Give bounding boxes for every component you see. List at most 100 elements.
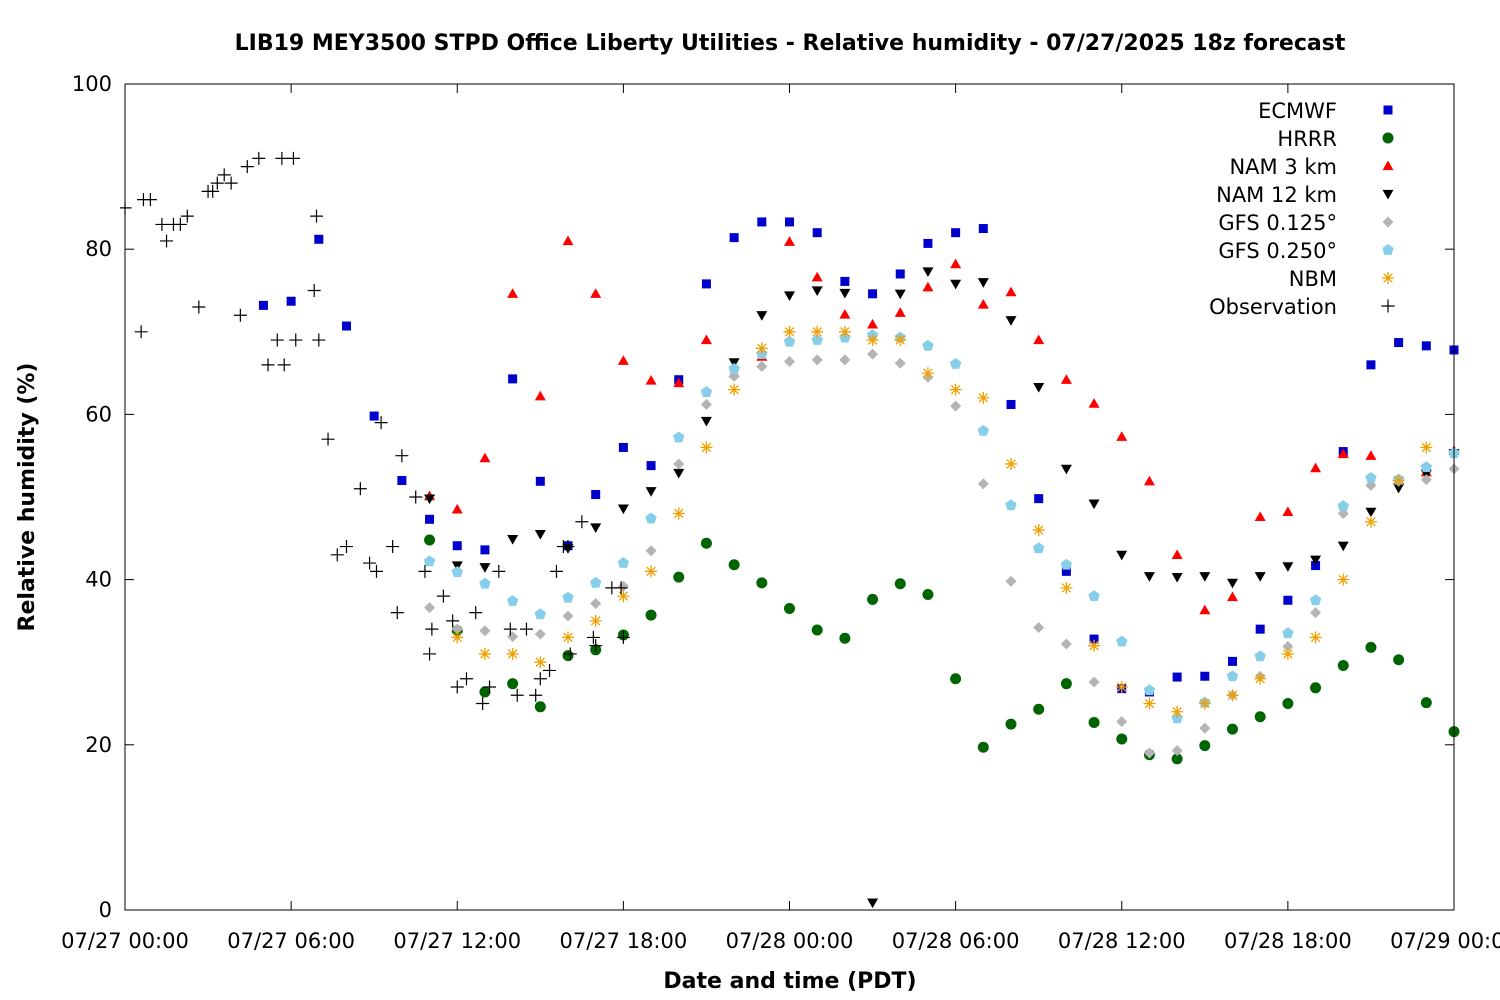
gfs-0-125-point	[811, 354, 823, 366]
x-tick-label: 07/27 06:00	[227, 929, 355, 953]
observation-point	[446, 614, 460, 628]
nam-12-km-point	[673, 468, 685, 479]
ecmwf-point	[868, 289, 878, 299]
legend-marker-hrrr	[1382, 132, 1394, 144]
nbm-point	[700, 441, 713, 454]
nam-3-km-point	[507, 288, 519, 298]
nbm-point	[866, 334, 879, 347]
y-tick-label: 20	[85, 733, 112, 757]
gfs-0-125-point	[1005, 575, 1017, 587]
observation-point	[589, 639, 603, 653]
gfs-0-250-point	[1337, 500, 1349, 511]
nbm-point	[589, 614, 602, 627]
observation-point	[425, 622, 439, 636]
gfs-0-250-point	[1282, 627, 1294, 639]
nbm-point	[755, 342, 768, 355]
gfs-0-250-point	[589, 576, 602, 588]
nam-3-km-point	[1060, 374, 1072, 384]
gfs-0-125-point	[839, 354, 851, 366]
observation-point	[436, 589, 450, 603]
ecmwf-point	[646, 461, 656, 471]
gfs-0-125-point	[507, 631, 519, 643]
hrrr-point	[562, 650, 574, 662]
nbm-point	[534, 656, 547, 669]
y-tick-label: 0	[99, 898, 112, 922]
observation-point	[529, 688, 543, 702]
hrrr-point	[728, 559, 740, 571]
hrrr-point	[534, 701, 546, 713]
hrrr-point	[1227, 723, 1238, 735]
nam-3-km-point	[1254, 511, 1266, 521]
hrrr-point	[700, 537, 712, 549]
gfs-0-125-point	[894, 357, 906, 369]
legend-marker-observation	[1381, 299, 1395, 313]
hrrr-point	[811, 624, 823, 636]
gfs-0-125-point	[1310, 607, 1322, 619]
nbm-point	[1420, 441, 1433, 454]
nbm-point	[728, 383, 741, 396]
series-observation	[120, 151, 630, 710]
observation-point	[409, 490, 423, 504]
gfs-0-125-point	[1282, 641, 1294, 653]
ecmwf-point	[618, 442, 628, 452]
gfs-0-250-point	[1309, 594, 1322, 606]
nbm-point	[672, 507, 685, 520]
nam-3-km-point	[1005, 286, 1017, 297]
nbm-point	[949, 383, 962, 396]
nbm-point	[1088, 639, 1101, 652]
nam-3-km-point	[1143, 475, 1155, 486]
gfs-0-125-point	[479, 625, 491, 637]
ecmwf-point	[1311, 561, 1321, 571]
observation-point	[143, 193, 157, 207]
ecmwf-point	[757, 217, 767, 227]
hrrr-point	[784, 603, 795, 615]
y-tick-label: 60	[85, 402, 112, 426]
ecmwf-point	[425, 514, 435, 524]
observation-point	[173, 217, 187, 231]
ecmwf-point	[508, 374, 518, 384]
gfs-0-125-point	[1088, 676, 1100, 688]
nam-12-km-point	[756, 311, 768, 321]
gfs-0-125-point	[1143, 747, 1155, 759]
nam-12-km-point	[479, 563, 491, 573]
hrrr-point	[1254, 711, 1266, 723]
x-tick-label: 07/27 18:00	[560, 929, 688, 953]
data-points	[120, 151, 1460, 909]
observation-point	[423, 647, 437, 661]
gfs-0-250-point	[423, 555, 436, 567]
observation-point	[459, 672, 473, 686]
hrrr-point	[867, 593, 879, 605]
observation-point	[340, 540, 353, 554]
series-gfs-0-250	[423, 329, 1460, 724]
ecmwf-point	[840, 276, 850, 286]
x-tick-label: 07/28 06:00	[892, 929, 1020, 953]
gfs-0-250-point	[451, 566, 463, 578]
nbm-point	[1198, 697, 1211, 710]
nam-12-km-point	[894, 289, 906, 300]
nbm-point	[1171, 705, 1184, 718]
y-axis-title: Relative humidity (%)	[15, 363, 40, 632]
nam-12-km-point	[1282, 562, 1294, 572]
nbm-point	[1005, 457, 1017, 470]
nbm-point	[1226, 689, 1239, 702]
ecmwf-point	[342, 321, 351, 331]
nam-12-km-point	[1171, 572, 1183, 583]
ecmwf-point	[812, 228, 822, 238]
gfs-0-250-point	[783, 335, 796, 347]
nam-3-km-point	[451, 503, 463, 514]
gfs-0-125-point	[950, 400, 962, 412]
observation-point	[418, 564, 432, 578]
legend-label-nam-12-km: NAM 12 km	[1216, 183, 1337, 207]
nam-12-km-point	[1005, 316, 1017, 326]
gfs-0-125-point	[534, 628, 546, 640]
gfs-0-250-point	[562, 591, 574, 603]
observation-point	[270, 333, 284, 347]
nam-12-km-point	[867, 898, 879, 909]
legend-marker-gfs-0-250	[1382, 244, 1394, 255]
observation-point	[561, 540, 575, 554]
nam-12-km-point	[424, 494, 436, 505]
ecmwf-point	[1394, 338, 1404, 348]
nam-12-km-point	[617, 504, 629, 515]
nbm-point	[1115, 680, 1128, 693]
